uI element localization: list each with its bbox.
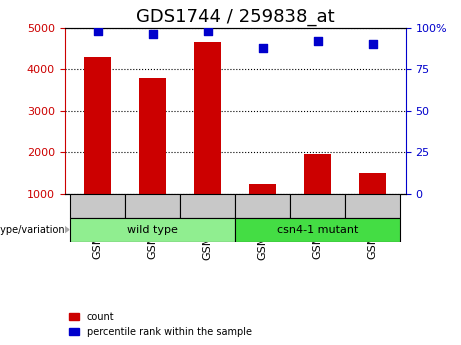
Bar [249, 184, 277, 194]
Text: wild type: wild type [127, 225, 178, 235]
Bar [235, 194, 290, 218]
Point [204, 28, 211, 34]
Bar [139, 78, 166, 194]
Bar [304, 155, 331, 194]
Polygon shape [64, 226, 69, 233]
Point [149, 31, 156, 37]
Text: genotype/variation: genotype/variation [0, 225, 65, 235]
Text: csn4-1 mutant: csn4-1 mutant [277, 225, 358, 235]
Bar [235, 218, 400, 241]
Bar [345, 194, 400, 218]
Bar [70, 218, 235, 241]
Point [369, 41, 376, 47]
Point [314, 38, 321, 44]
Title: GDS1744 / 259838_at: GDS1744 / 259838_at [136, 8, 334, 26]
Point [259, 45, 266, 50]
Bar [125, 194, 180, 218]
Bar [70, 194, 125, 218]
Bar [194, 42, 221, 194]
Bar [84, 57, 111, 194]
Bar [290, 194, 345, 218]
Legend: count, percentile rank within the sample: count, percentile rank within the sample [70, 312, 252, 337]
Bar [180, 194, 235, 218]
Bar [359, 173, 386, 194]
Point [94, 28, 101, 34]
